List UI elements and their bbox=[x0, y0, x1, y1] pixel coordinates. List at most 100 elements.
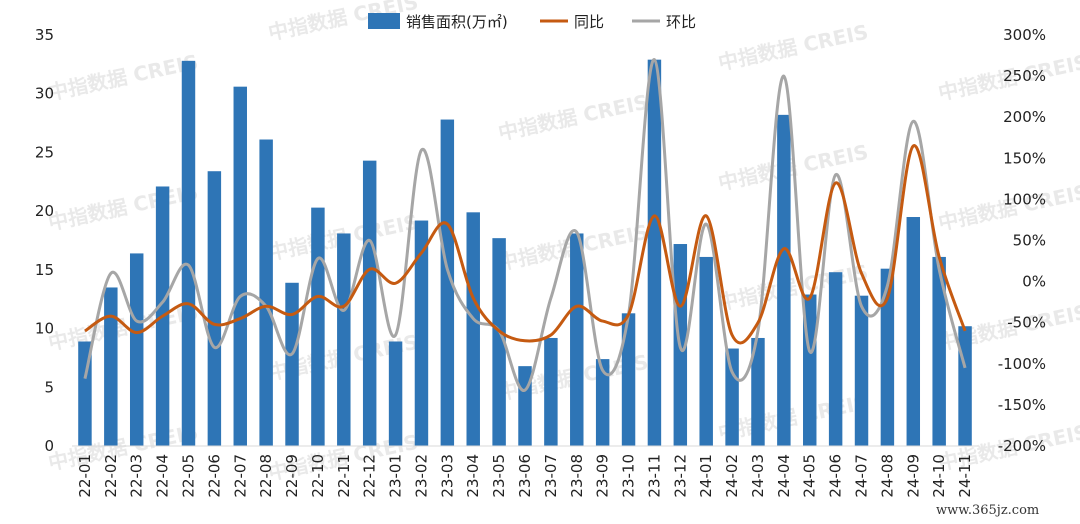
line-yoy bbox=[84, 144, 967, 345]
legend-swatch-sales-area bbox=[368, 13, 400, 29]
bar-23-04 bbox=[466, 212, 480, 446]
x-tick-label: 24-02 bbox=[723, 454, 741, 498]
bar-24-09 bbox=[906, 217, 921, 446]
watermark-text: 中指数据 CREIS bbox=[496, 90, 650, 145]
source-site-text: www.365jz.com bbox=[936, 503, 1039, 518]
watermark-text: 中指数据 CREIS bbox=[716, 20, 870, 75]
legend-label-mom: 环比 bbox=[666, 13, 696, 31]
x-tick-label: 24-07 bbox=[853, 454, 871, 498]
x-tick-label: 22-11 bbox=[335, 454, 353, 498]
x-tick-label: 22-09 bbox=[283, 454, 301, 498]
bar-23-09 bbox=[595, 359, 610, 446]
x-tick-label: 23-04 bbox=[464, 454, 482, 498]
x-tick-label: 23-12 bbox=[671, 454, 689, 498]
y-tick-left: 30 bbox=[35, 85, 54, 103]
y-tick-right: 300% bbox=[1003, 26, 1046, 44]
x-tick-label: 23-03 bbox=[438, 454, 456, 498]
y-tick-left: 5 bbox=[44, 378, 54, 396]
bar-24-11 bbox=[958, 326, 972, 446]
bar-23-11 bbox=[647, 59, 662, 446]
bar-23-10 bbox=[621, 313, 636, 446]
x-tick-label: 23-02 bbox=[412, 454, 430, 498]
y-tick-right: 200% bbox=[1003, 108, 1046, 126]
x-tick-label: 22-07 bbox=[231, 454, 249, 498]
watermark-text: 中指数据 CREIS bbox=[716, 390, 870, 445]
y-tick-left: 0 bbox=[44, 437, 54, 455]
x-tick-label: 23-08 bbox=[568, 454, 586, 498]
y-tick-left: 25 bbox=[35, 143, 54, 161]
bar-23-05 bbox=[492, 238, 506, 446]
x-tick-label: 24-06 bbox=[827, 454, 845, 498]
x-tick-label: 22-04 bbox=[154, 454, 172, 498]
y-tick-right: -50% bbox=[1007, 314, 1046, 332]
bar-22-08 bbox=[259, 139, 273, 447]
line-series-layer bbox=[83, 58, 967, 392]
y-tick-right: -150% bbox=[998, 396, 1046, 414]
bar-23-07 bbox=[544, 337, 558, 446]
bar-22-11 bbox=[337, 233, 351, 446]
x-tick-label: 23-09 bbox=[594, 454, 612, 498]
bar-22-12 bbox=[362, 160, 377, 447]
bar-24-01 bbox=[699, 256, 713, 446]
x-tick-label: 24-10 bbox=[930, 454, 948, 498]
bar-24-03 bbox=[751, 337, 765, 446]
bar-22-06 bbox=[207, 171, 222, 446]
x-tick-label: 24-08 bbox=[878, 454, 896, 498]
x-tick-label: 22-02 bbox=[102, 454, 120, 498]
bar-22-02 bbox=[104, 287, 118, 446]
x-tick-label: 24-11 bbox=[956, 454, 974, 498]
y-tick-left: 10 bbox=[35, 320, 54, 338]
y-tick-left: 20 bbox=[35, 202, 54, 220]
x-tick-label: 22-10 bbox=[309, 454, 327, 498]
x-tick-label: 23-10 bbox=[620, 454, 638, 498]
y-tick-left: 15 bbox=[35, 261, 54, 279]
bar-22-09 bbox=[285, 282, 299, 446]
legend-label-yoy: 同比 bbox=[574, 13, 604, 31]
y-tick-right: 150% bbox=[1003, 149, 1046, 167]
x-tick-label: 23-07 bbox=[542, 454, 560, 498]
y-tick-right: 100% bbox=[1003, 190, 1046, 208]
bar-24-10 bbox=[932, 256, 946, 446]
x-tick-label: 24-05 bbox=[801, 454, 819, 498]
x-tick-label: 22-06 bbox=[205, 454, 223, 498]
y-tick-right: -100% bbox=[998, 355, 1046, 373]
axes-layer: 0 5 10 15 20 25 30 35 -200% -150% -100% -50% 0% 50% 10… bbox=[35, 26, 1046, 498]
bar-22-03 bbox=[129, 253, 144, 446]
x-tick-label: 24-03 bbox=[749, 454, 767, 498]
x-tick-label: 22-03 bbox=[128, 454, 146, 498]
bar-series-sales-area bbox=[78, 59, 972, 447]
x-tick-label: 22-05 bbox=[179, 454, 197, 498]
y-tick-right: 250% bbox=[1003, 67, 1046, 85]
watermark-text: 中指数据 CREIS bbox=[46, 420, 200, 475]
watermark-text: 中指数据 CREIS bbox=[46, 50, 200, 105]
x-tick-label: 22-12 bbox=[361, 454, 379, 498]
x-tick-label: 24-09 bbox=[904, 454, 922, 498]
x-tick-label: 23-06 bbox=[516, 454, 534, 498]
y-tick-right: 50% bbox=[1013, 232, 1046, 250]
bar-24-04 bbox=[777, 114, 791, 446]
y-tick-left: 35 bbox=[35, 26, 54, 44]
bar-24-07 bbox=[854, 295, 869, 446]
bar-24-06 bbox=[828, 272, 843, 446]
bar-23-03 bbox=[440, 119, 455, 446]
bar-23-01 bbox=[388, 341, 403, 446]
x-tick-label: 22-01 bbox=[76, 454, 94, 498]
bar-22-07 bbox=[233, 86, 247, 446]
x-tick-label: 23-05 bbox=[490, 454, 508, 498]
bar-24-08 bbox=[880, 268, 895, 446]
x-tick-label: 24-04 bbox=[775, 454, 793, 498]
legend-label-sales-area: 销售面积(万㎡) bbox=[406, 13, 508, 31]
bar-22-05 bbox=[181, 60, 196, 446]
x-tick-label: 23-01 bbox=[387, 454, 405, 498]
bar-23-08 bbox=[570, 233, 584, 446]
y-tick-right: -200% bbox=[998, 437, 1046, 455]
x-tick-label: 24-01 bbox=[697, 454, 715, 498]
watermark-text: 中指数据 CREIS bbox=[46, 180, 200, 235]
x-tick-label: 22-08 bbox=[257, 454, 275, 498]
y-tick-right: 0% bbox=[1022, 273, 1046, 291]
bar-22-10 bbox=[311, 207, 325, 446]
bar-24-02 bbox=[725, 348, 739, 446]
x-tick-label: 23-11 bbox=[645, 454, 663, 498]
